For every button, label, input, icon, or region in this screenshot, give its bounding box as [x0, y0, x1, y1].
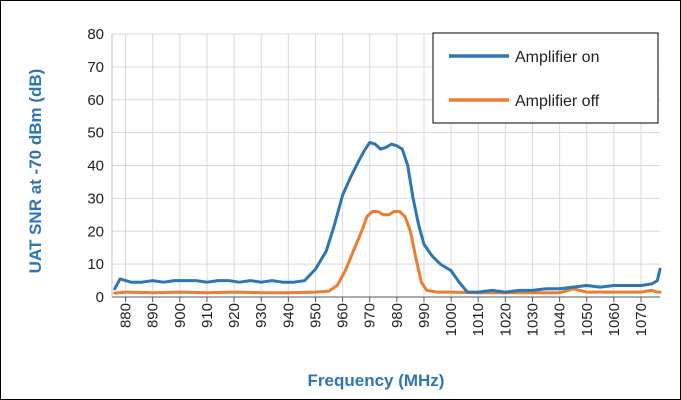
x-tick-label: 1050	[579, 303, 596, 336]
series-line-amplifier-on	[113, 141, 662, 294]
axes	[111, 34, 660, 302]
x-tick-label: 1020	[497, 303, 514, 336]
x-tick-labels: 880 890 900 910 920 930 940 950 960 970 980 990 1000…	[118, 303, 650, 336]
x-tick-label: 950	[307, 303, 324, 328]
x-tick-label: 880	[118, 303, 135, 328]
y-tick-label: 40	[87, 158, 104, 175]
x-tick-label: 920	[226, 303, 243, 328]
x-tick-label: 970	[362, 303, 379, 328]
x-tick-label: 1070	[633, 303, 650, 336]
legend-label-amplifier-on: Amplifier on	[515, 49, 599, 66]
series-line-amplifier-off	[113, 210, 662, 295]
x-axis-title: Frequency (MHz)	[308, 371, 445, 390]
series-lines	[113, 141, 662, 295]
legend: Amplifier on Amplifier off	[432, 32, 659, 124]
legend-box	[432, 32, 659, 124]
y-tick-label: 60	[87, 92, 104, 109]
x-tick-label: 1030	[524, 303, 541, 336]
y-axis-title: UAT SNR at -70 dBm (dB)	[26, 69, 45, 274]
x-tick-label: 940	[280, 303, 297, 328]
x-tick-label: 1010	[470, 303, 487, 336]
y-tick-label: 50	[87, 125, 104, 142]
x-tick-label: 960	[335, 303, 352, 328]
y-tick-labels: 0 10 20 30 40 50 60 70 80	[87, 26, 104, 306]
grid-lines	[112, 33, 660, 297]
x-tick-label: 890	[145, 303, 162, 328]
y-tick-label: 20	[87, 223, 104, 240]
legend-label-amplifier-off: Amplifier off	[515, 93, 600, 110]
x-tick-label: 1060	[606, 303, 623, 336]
y-tick-label: 70	[87, 59, 104, 76]
y-tick-label: 30	[87, 190, 104, 207]
x-tick-label: 980	[389, 303, 406, 328]
x-tick-label: 910	[199, 303, 216, 328]
x-tick-label: 930	[253, 303, 270, 328]
x-tick-label: 1000	[443, 303, 460, 336]
y-tick-label: 0	[96, 289, 104, 306]
x-tick-label: 990	[416, 303, 433, 328]
y-tick-label: 10	[87, 256, 104, 273]
x-tick-label: 1040	[552, 303, 569, 336]
y-tick-label: 80	[87, 26, 104, 43]
x-tick-label: 900	[172, 303, 189, 328]
